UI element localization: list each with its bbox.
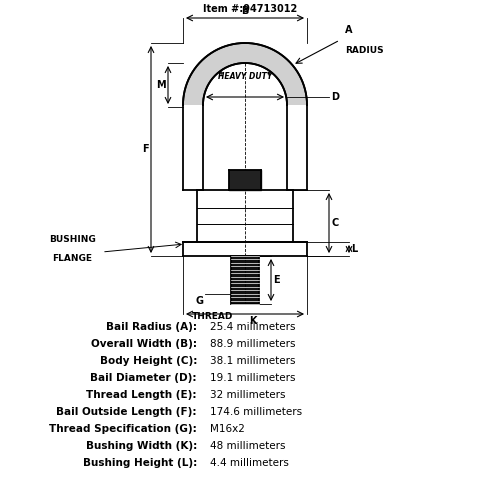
- Text: THREAD: THREAD: [192, 312, 234, 321]
- Text: RADIUS: RADIUS: [345, 46, 384, 55]
- Text: M16x2: M16x2: [210, 424, 245, 434]
- Text: K: K: [249, 316, 257, 326]
- Text: G: G: [195, 296, 203, 306]
- Text: B: B: [242, 6, 248, 16]
- Text: M: M: [156, 80, 166, 90]
- Text: 38.1 millimeters: 38.1 millimeters: [210, 356, 296, 366]
- Text: 32 millimeters: 32 millimeters: [210, 390, 286, 400]
- Text: Body Height (C):: Body Height (C):: [100, 356, 197, 366]
- Text: *: *: [267, 71, 272, 80]
- Text: Item #:94713012: Item #:94713012: [203, 4, 297, 14]
- Text: *: *: [218, 71, 223, 80]
- Text: E: E: [273, 275, 280, 285]
- Text: FLANGE: FLANGE: [52, 254, 92, 263]
- Text: 4.4 millimeters: 4.4 millimeters: [210, 458, 289, 468]
- Text: Thread Specification (G):: Thread Specification (G):: [49, 424, 197, 434]
- Text: Bail Diameter (D):: Bail Diameter (D):: [90, 373, 197, 383]
- Text: 88.9 millimeters: 88.9 millimeters: [210, 339, 296, 349]
- Text: HEAVY DUTY: HEAVY DUTY: [218, 72, 272, 81]
- Text: 174.6 millimeters: 174.6 millimeters: [210, 407, 302, 417]
- Text: Bushing Height (L):: Bushing Height (L):: [83, 458, 197, 468]
- Text: Bushing Width (K):: Bushing Width (K):: [86, 441, 197, 451]
- Text: Thread Length (E):: Thread Length (E):: [86, 390, 197, 400]
- Text: 48 millimeters: 48 millimeters: [210, 441, 286, 451]
- Text: Overall Width (B):: Overall Width (B):: [91, 339, 197, 349]
- Polygon shape: [183, 43, 307, 105]
- Text: D: D: [331, 92, 339, 102]
- Text: Bail Radius (A):: Bail Radius (A):: [106, 322, 197, 332]
- Text: C: C: [331, 218, 338, 228]
- Text: F: F: [142, 144, 149, 154]
- Text: A: A: [345, 25, 352, 35]
- Text: L: L: [351, 244, 357, 254]
- Text: 25.4 millimeters: 25.4 millimeters: [210, 322, 296, 332]
- Polygon shape: [231, 256, 259, 304]
- Text: Bail Outside Length (F):: Bail Outside Length (F):: [56, 407, 197, 417]
- Text: BUSHING: BUSHING: [48, 235, 96, 244]
- Text: 19.1 millimeters: 19.1 millimeters: [210, 373, 296, 383]
